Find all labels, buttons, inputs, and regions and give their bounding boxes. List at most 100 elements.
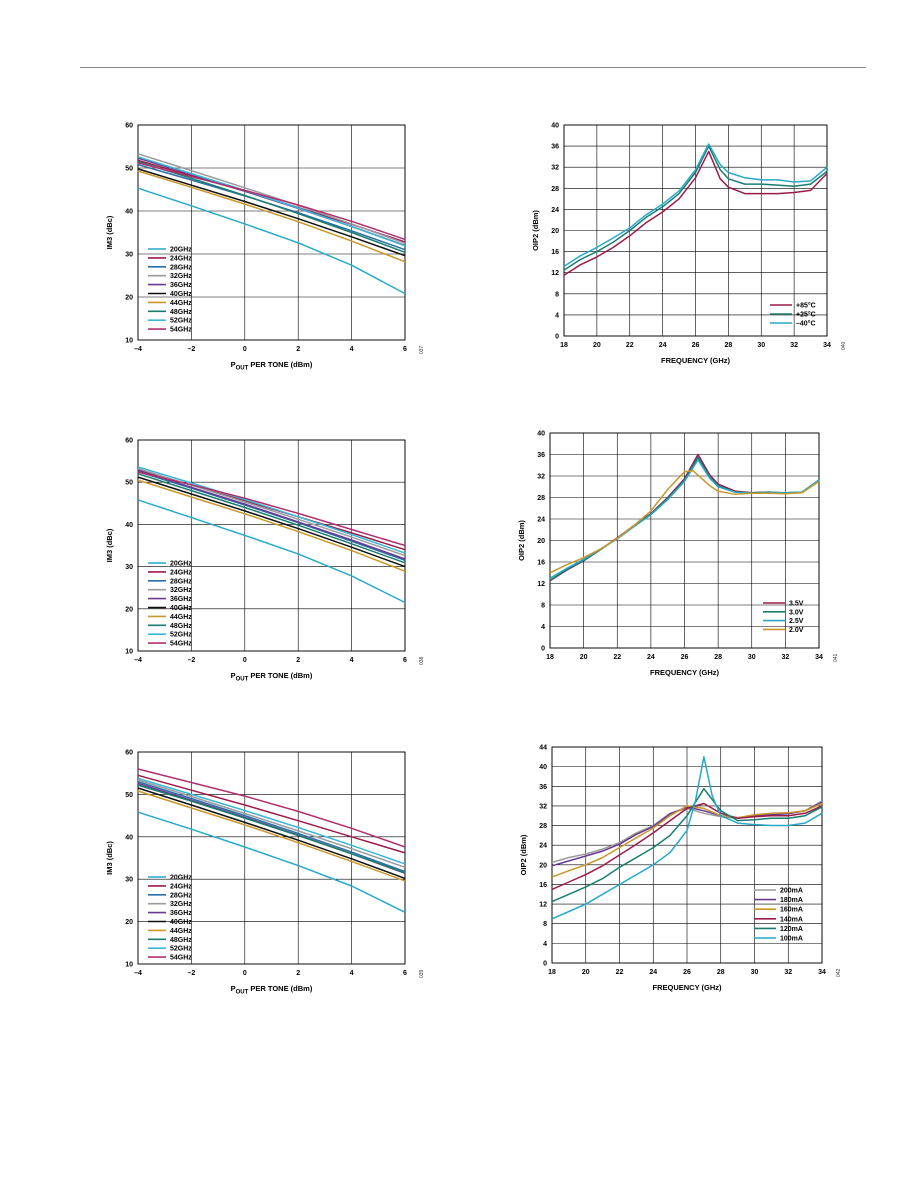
x-tick-label: 28: [717, 969, 725, 976]
x-tick-label: 2: [296, 657, 300, 664]
y-tick-label: 32: [551, 165, 559, 172]
x-tick-label: 18: [548, 969, 556, 976]
y-tick-label: 16: [551, 249, 559, 256]
series-line-20GHz: [137, 811, 406, 913]
legend-label: 48GHz: [170, 623, 192, 630]
legend-label: +85°C: [796, 302, 816, 310]
y-tick-label: 10: [125, 649, 133, 656]
plot-frame: [137, 124, 406, 341]
x-tick-label: 26: [692, 342, 700, 349]
y-tick-label: 60: [125, 123, 133, 130]
x-tick-label: 0: [243, 346, 247, 353]
series-line-44GHz: [137, 479, 406, 572]
x-tick-label: 4: [350, 657, 354, 664]
x-tick-label: 32: [784, 969, 792, 976]
x-tick-label: –2: [188, 970, 196, 977]
y-axis-label: OIP2 (dBm): [531, 210, 540, 251]
legend: 200mA 180mA 160mA 140mA 120mA 100mA: [754, 888, 803, 943]
x-tick-label: 34: [818, 969, 826, 976]
legend-label: 52GHz: [170, 632, 192, 639]
x-tick-label: 24: [659, 342, 667, 349]
x-tick-label: 20: [582, 969, 590, 976]
legend-label: 200mA: [780, 888, 803, 895]
legend-label: 54GHz: [170, 327, 192, 334]
series-line-32GHz: [137, 153, 406, 245]
y-axis-label: IM3 (dBc): [105, 841, 114, 875]
legend-label: 24GHz: [170, 883, 192, 890]
x-tick-label: –4: [134, 346, 142, 353]
y-tick-label: 4: [555, 312, 559, 319]
x-tick-label: 0: [243, 657, 247, 664]
chart-oip2-temperature: 18 20 22 24 26 28 30 32 34 0 4 8 12 16 20 24 28 32 36 40 OIP…: [520, 112, 850, 382]
x-tick-label: 20: [593, 342, 601, 349]
y-tick-label: 12: [551, 270, 559, 277]
y-tick-label: 40: [539, 764, 547, 771]
plot-frame: [549, 432, 820, 649]
y-tick-label: 40: [551, 123, 559, 130]
series-line-44GHz: [137, 790, 406, 882]
series-line-20GHz: [137, 187, 406, 295]
y-tick-label: 12: [539, 902, 547, 909]
legend-label: 40GHz: [170, 291, 192, 298]
legend-label: +25°C: [796, 311, 816, 319]
y-tick-label: 8: [541, 603, 545, 610]
x-tick-label: –4: [134, 970, 142, 977]
figure-id: 037: [419, 345, 425, 354]
series-line-100mA: [551, 756, 823, 920]
x-axis-label: POUT PER TONE (dBm): [231, 984, 313, 996]
y-tick-label: 32: [539, 803, 547, 810]
series-line-40GHz: [137, 168, 406, 257]
series-line-40C: [563, 143, 828, 268]
x-tick-label: 28: [714, 654, 722, 661]
grid: [549, 432, 820, 649]
x-tick-label: 6: [403, 346, 407, 353]
legend-label: 100mA: [780, 936, 803, 943]
chart-im3-c: –4 –2 0 2 4 6 10 20 30 40 50 60 IM3 (dBc) POUT PER TO…: [96, 738, 426, 1008]
y-tick-label: 36: [539, 784, 547, 791]
y-tick-label: 0: [555, 334, 559, 341]
y-tick-label: 36: [551, 144, 559, 151]
x-tick-label: –4: [134, 657, 142, 664]
x-tick-label: 34: [815, 654, 823, 661]
y-tick-label: 50: [125, 792, 133, 799]
series-line-54GHz: [137, 162, 406, 241]
y-tick-label: 28: [537, 495, 545, 502]
y-tick-label: 8: [555, 291, 559, 298]
series-group: [137, 466, 406, 604]
legend-label: 20GHz: [170, 561, 192, 568]
legend-label: 3.5V: [789, 601, 804, 608]
x-axis-label: POUT PER TONE (dBm): [231, 671, 313, 683]
legend-label: 40GHz: [170, 919, 192, 926]
legend-label: 20GHz: [170, 875, 192, 882]
legend-label: 140mA: [780, 916, 803, 923]
x-tick-label: 30: [757, 342, 765, 349]
x-tick-label: 28: [724, 342, 732, 349]
x-tick-label: 22: [616, 969, 624, 976]
series-line-54GHz: [137, 471, 406, 547]
x-tick-label: 24: [647, 654, 655, 661]
y-tick-label: 28: [551, 186, 559, 193]
x-tick-label: 26: [681, 654, 689, 661]
series-line-44GHz: [137, 170, 406, 263]
x-tick-label: 34: [823, 342, 831, 349]
y-axis-label: OIP2 (dBm): [519, 834, 528, 875]
x-tick-label: 6: [403, 970, 407, 977]
legend-label: 54GHz: [170, 955, 192, 962]
x-tick-label: 18: [560, 342, 568, 349]
legend-label: 2.0V: [789, 627, 804, 634]
x-tick-label: 2: [296, 970, 300, 977]
y-tick-label: 16: [539, 882, 547, 889]
x-tick-label: 2: [296, 346, 300, 353]
legend-label: 32GHz: [170, 901, 192, 908]
figure-id: 040: [841, 341, 847, 350]
x-tick-label: 0: [243, 970, 247, 977]
legend-label: 36GHz: [170, 910, 192, 917]
legend-label: 28GHz: [170, 264, 192, 271]
figure-id: 038: [419, 656, 425, 665]
x-tick-label: –2: [188, 657, 196, 664]
series-line-54GHz: [137, 768, 406, 848]
y-tick-label: 30: [125, 252, 133, 259]
legend-label: 36GHz: [170, 596, 192, 603]
